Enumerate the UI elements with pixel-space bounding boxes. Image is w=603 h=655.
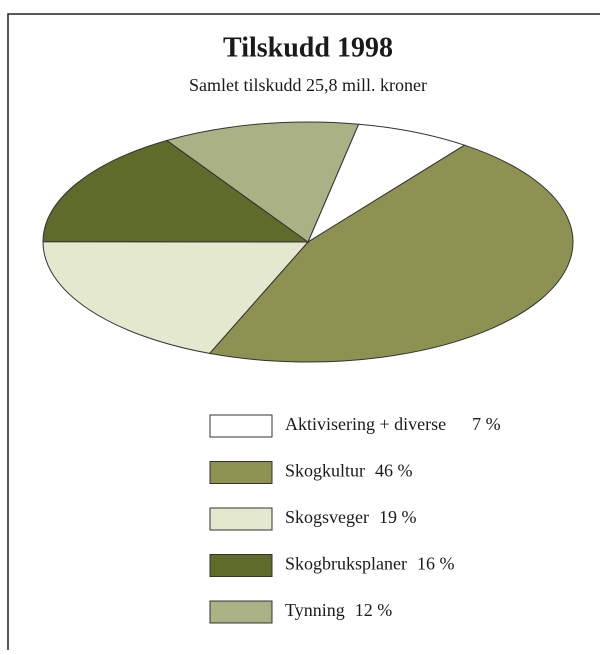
pie-slice [42, 241, 310, 354]
pie-slice [208, 144, 574, 363]
legend-swatch [209, 554, 273, 577]
chart-title: Tilskudd 1998 [223, 32, 393, 63]
legend-label: Skogsveger [285, 507, 369, 527]
legend-label: Aktivisering + diverse [285, 414, 446, 434]
legend-swatch [209, 461, 273, 484]
legend-value: 7 % [472, 414, 501, 434]
pie-slice [42, 139, 310, 243]
pie-slice [306, 123, 466, 244]
pie-slice [165, 121, 360, 243]
frame [7, 13, 600, 650]
legend-label: Skogkultur [285, 461, 365, 481]
chart-subtitle: Samlet tilskudd 25,8 mill. kroner [189, 75, 427, 95]
legend-swatch [209, 507, 273, 531]
legend-value: 12 % [355, 600, 393, 620]
legend-label: Tynning [285, 600, 345, 620]
legend: Aktivisering + diverse 7 % Skogkultur 46 % S… [209, 414, 501, 624]
pie [42, 121, 574, 363]
legend-value: 16 % [417, 554, 455, 574]
legend-swatch [209, 414, 273, 438]
legend-value: 19 % [379, 507, 417, 527]
legend-value: 46 % [375, 461, 413, 481]
legend-label: Skogbruksplaner [285, 554, 407, 574]
legend-swatch [209, 600, 273, 624]
